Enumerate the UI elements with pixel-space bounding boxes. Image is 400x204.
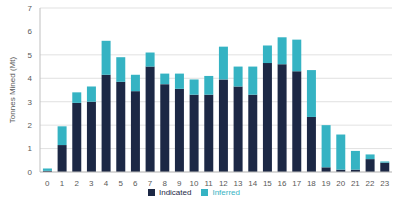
svg-text:16: 16 [278,179,287,188]
svg-text:4: 4 [104,179,109,188]
svg-text:3: 3 [28,98,33,107]
svg-text:7: 7 [148,179,153,188]
svg-text:2: 2 [74,179,79,188]
svg-text:2: 2 [28,121,33,130]
svg-text:4: 4 [28,74,33,83]
svg-text:3: 3 [89,179,94,188]
svg-text:0: 0 [45,179,50,188]
svg-text:1: 1 [28,144,33,153]
svg-text:5: 5 [118,179,123,188]
svg-text:14: 14 [248,179,257,188]
svg-text:6: 6 [133,179,138,188]
svg-text:0: 0 [28,168,33,177]
html-text:Inferred: Inferred [212,188,240,197]
svg-text:13: 13 [234,179,243,188]
svg-text:8: 8 [162,179,167,188]
svg-text:18: 18 [307,179,316,188]
svg-text:Tonnes Mined (Mt): Tonnes Mined (Mt) [8,57,17,124]
html-text:Indicated: Indicated [159,188,192,197]
svg-text:12: 12 [219,179,228,188]
svg-text:9: 9 [177,179,182,188]
svg-text:5: 5 [28,51,33,60]
svg-text:7: 7 [28,4,33,13]
svg-text:6: 6 [28,27,33,36]
svg-text:1: 1 [60,179,65,188]
svg-text:17: 17 [292,179,301,188]
svg-text:21: 21 [351,179,360,188]
svg-text:22: 22 [366,179,375,188]
svg-text:11: 11 [205,179,214,188]
svg-text:23: 23 [380,179,389,188]
svg-text:19: 19 [322,179,331,188]
svg-text:20: 20 [336,179,345,188]
svg-text:15: 15 [263,179,272,188]
svg-text:10: 10 [190,179,199,188]
